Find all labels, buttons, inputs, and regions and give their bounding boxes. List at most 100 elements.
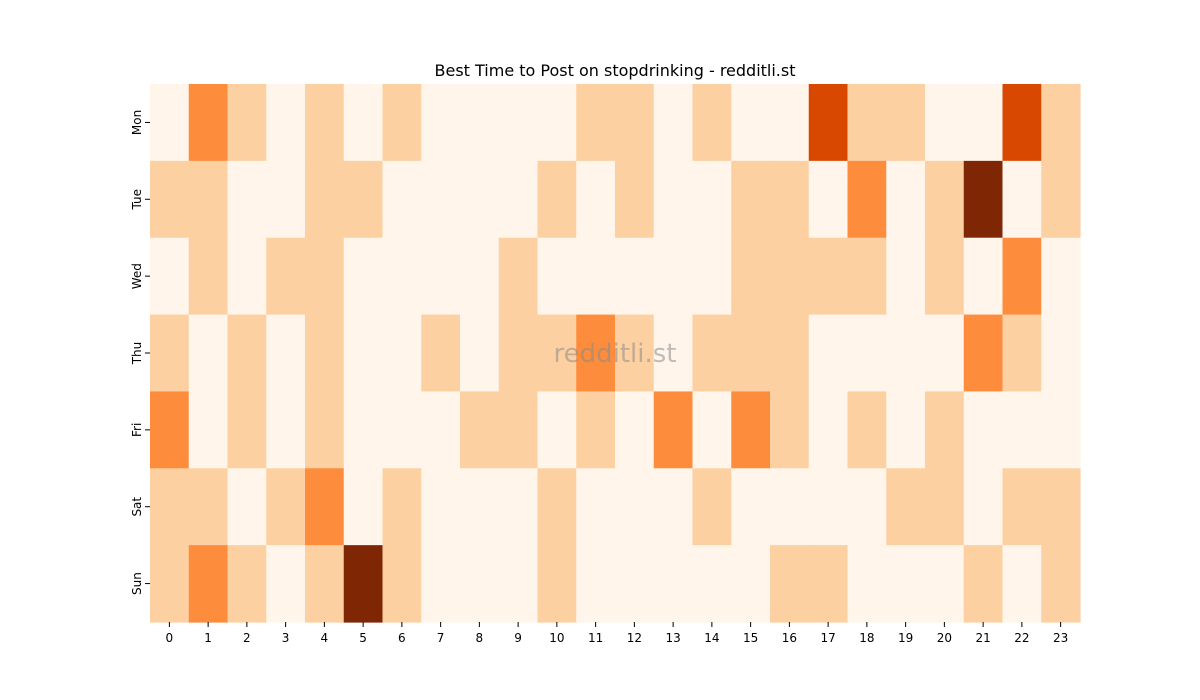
heatmap-cell-fri-10: [537, 391, 577, 469]
heatmap-cell-mon-14: [692, 84, 732, 162]
heatmap-cell-mon-19: [886, 84, 926, 162]
heatmap-cell-thu-17: [808, 314, 849, 393]
heatmap-cell-wed-16: [770, 237, 810, 316]
heatmap-cell-sun-22: [1002, 545, 1042, 623]
heatmap-cell-tue-23: [1041, 160, 1081, 239]
heatmap-cell-mon-23: [1041, 84, 1081, 162]
heatmap-cell-thu-9: [498, 314, 539, 393]
heatmap-cell-mon-13: [653, 84, 694, 162]
x-tick-label: 8: [476, 631, 484, 645]
x-tick-label: 19: [898, 631, 913, 645]
heatmap-cell-thu-14: [692, 314, 732, 393]
heatmap-cell-sun-13: [653, 545, 694, 623]
x-tick-label: 11: [588, 631, 603, 645]
heatmap-cell-tue-7: [421, 160, 461, 239]
x-tick-label: 15: [743, 631, 758, 645]
heatmap-cell-mon-4: [305, 84, 345, 162]
heatmap-cell-sat-11: [576, 468, 616, 546]
heatmap-cell-fri-20: [925, 391, 965, 469]
heatmap-cell-tue-15: [731, 160, 771, 239]
heatmap-cell-wed-20: [925, 237, 965, 316]
heatmap-cell-tue-22: [1002, 160, 1042, 239]
heatmap-cell-tue-5: [343, 160, 384, 239]
x-tick-label: 23: [1053, 631, 1068, 645]
heatmap-cell-sat-4: [305, 468, 345, 546]
heatmap-cell-fri-21: [963, 391, 1004, 469]
heatmap-cell-sun-3: [266, 545, 306, 623]
heatmap-cell-mon-9: [498, 84, 539, 162]
heatmap-cell-fri-13: [653, 391, 694, 469]
heatmap-cell-thu-21: [963, 314, 1004, 393]
heatmap-cell-tue-17: [808, 160, 849, 239]
heatmap-cell-wed-19: [886, 237, 926, 316]
heatmap-cell-mon-20: [925, 84, 965, 162]
heatmap-cell-sun-23: [1041, 545, 1081, 623]
heatmap-cell-wed-4: [305, 237, 345, 316]
heatmap-cell-mon-10: [537, 84, 577, 162]
heatmap-cell-mon-12: [615, 84, 655, 162]
heatmap-cell-sun-20: [925, 545, 965, 623]
x-tick-label: 2: [243, 631, 251, 645]
heatmap-cell-wed-11: [576, 237, 616, 316]
chart-title: Best Time to Post on stopdrinking - redd…: [435, 61, 796, 80]
heatmap-cell-mon-21: [963, 84, 1004, 162]
y-tick-label: Thu: [130, 342, 144, 366]
heatmap-cell-wed-8: [460, 237, 500, 316]
heatmap-cell-sun-18: [847, 545, 887, 623]
heatmap-cell-thu-15: [731, 314, 771, 393]
heatmap-cell-wed-12: [615, 237, 655, 316]
x-tick-label: 1: [204, 631, 212, 645]
x-tick-label: 3: [282, 631, 290, 645]
heatmap-cell-wed-3: [266, 237, 306, 316]
heatmap-cell-fri-6: [382, 391, 422, 469]
heatmap-cell-thu-19: [886, 314, 926, 393]
heatmap-cell-sun-11: [576, 545, 616, 623]
heatmap-cell-sun-15: [731, 545, 771, 623]
heatmap-cell-thu-12: [615, 314, 655, 393]
heatmap-cell-mon-3: [266, 84, 306, 162]
heatmap-cell-sat-19: [886, 468, 926, 546]
heatmap-cell-thu-6: [382, 314, 422, 393]
heatmap-cell-wed-10: [537, 237, 577, 316]
heatmap-cell-wed-18: [847, 237, 887, 316]
y-tick-label: Wed: [130, 263, 144, 289]
heatmap-cell-thu-1: [188, 314, 229, 393]
heatmap-cell-wed-9: [498, 237, 539, 316]
heatmap-cell-fri-9: [498, 391, 539, 469]
x-tick-label: 14: [704, 631, 719, 645]
heatmap-cell-sat-7: [421, 468, 461, 546]
heatmap-cell-tue-9: [498, 160, 539, 239]
y-tick-label: Mon: [130, 110, 144, 135]
heatmap-cell-sat-5: [343, 468, 384, 546]
heatmap-cell-tue-8: [460, 160, 500, 239]
heatmap-cell-fri-18: [847, 391, 887, 469]
heatmap-cell-sat-17: [808, 468, 849, 546]
heatmap-cell-tue-16: [770, 160, 810, 239]
heatmap-cell-wed-22: [1002, 237, 1042, 316]
heatmap-cell-sat-6: [382, 468, 422, 546]
heatmap-cell-fri-8: [460, 391, 500, 469]
heatmap-cell-thu-10: [537, 314, 577, 393]
heatmap-cell-fri-1: [188, 391, 229, 469]
heatmap-cell-fri-7: [421, 391, 461, 469]
heatmap-cell-thu-5: [343, 314, 384, 393]
heatmap-cell-sat-9: [498, 468, 539, 546]
heatmap-cell-sat-22: [1002, 468, 1042, 546]
heatmap-cell-wed-13: [653, 237, 694, 316]
heatmap-cell-mon-6: [382, 84, 422, 162]
heatmap-cell-fri-4: [305, 391, 345, 469]
heatmap-cell-wed-7: [421, 237, 461, 316]
x-tick-label: 13: [665, 631, 680, 645]
x-tick-label: 12: [627, 631, 642, 645]
heatmap-cell-thu-20: [925, 314, 965, 393]
heatmap-cell-mon-5: [343, 84, 384, 162]
heatmap-cell-mon-11: [576, 84, 616, 162]
heatmap-cell-tue-19: [886, 160, 926, 239]
heatmap-cell-sun-0: [150, 545, 190, 623]
x-tick-label: 18: [859, 631, 874, 645]
heatmap-cell-tue-3: [266, 160, 306, 239]
heatmap-cell-sun-21: [963, 545, 1004, 623]
heatmap-cell-sat-15: [731, 468, 771, 546]
heatmap-cell-sun-10: [537, 545, 577, 623]
x-tick-label: 5: [359, 631, 367, 645]
